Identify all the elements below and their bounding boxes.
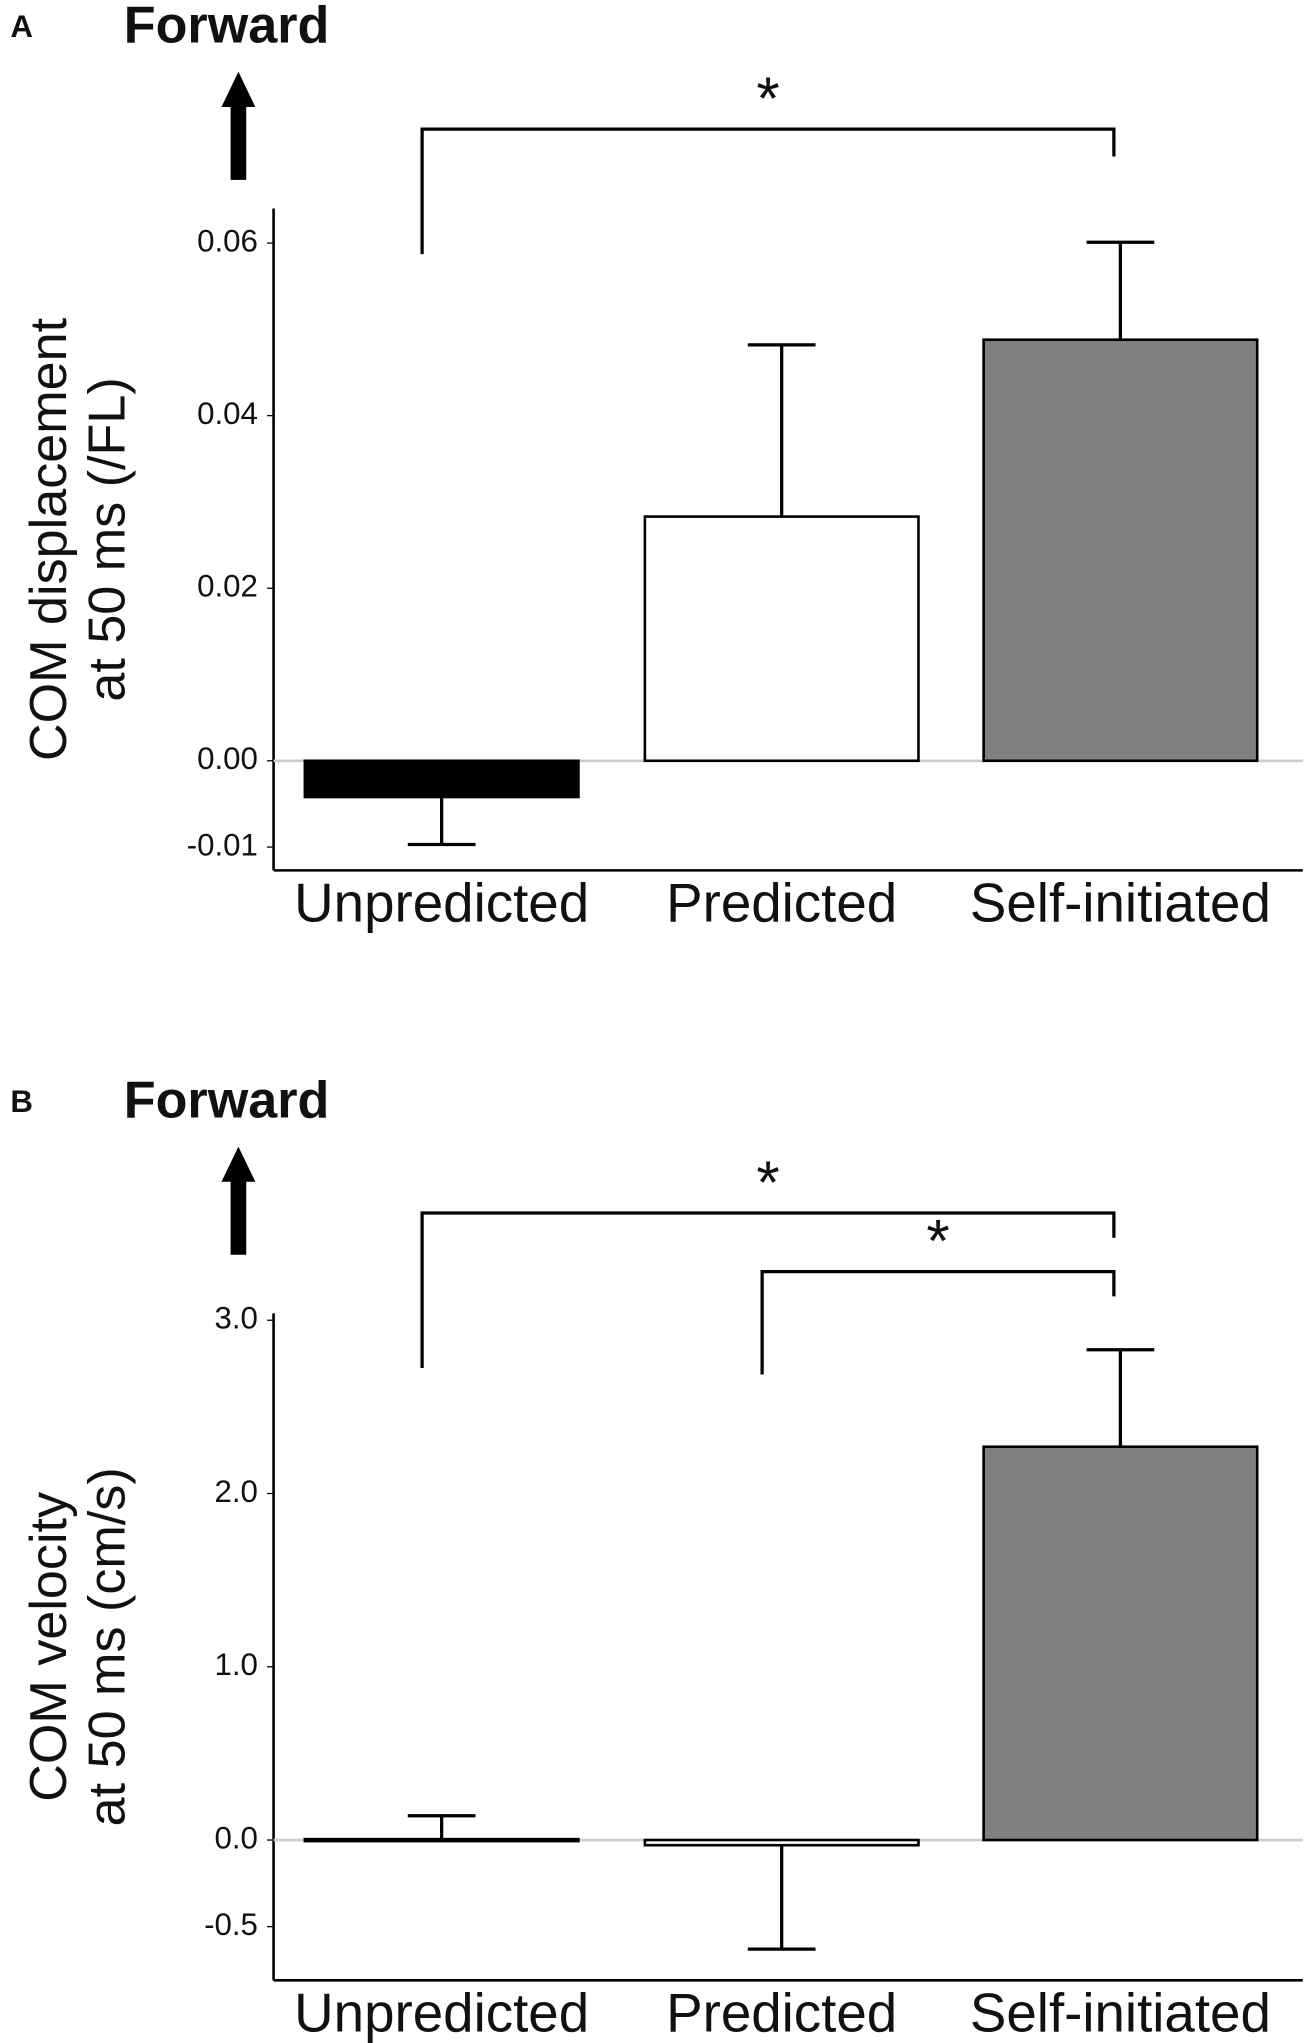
- x-tick-label: Self-initiated: [970, 871, 1271, 933]
- y-tick-label: -0.5: [204, 1907, 258, 1942]
- y-axis-label: COM displacement: [20, 317, 78, 761]
- significance-label: *: [926, 1207, 949, 1274]
- panel-label: B: [10, 1084, 33, 1119]
- significance-bracket: [420, 1211, 1116, 1369]
- y-tick-label: 0.06: [197, 223, 258, 258]
- x-tick-label: Predicted: [666, 1981, 897, 2043]
- y-tick-label: 0.04: [197, 396, 258, 431]
- bar: [303, 759, 580, 799]
- bar: [643, 515, 920, 763]
- bar: [982, 338, 1259, 763]
- x-tick-label: Unpredicted: [294, 871, 589, 933]
- significance-bracket: [420, 127, 1116, 255]
- significance-bracket: [760, 1270, 1116, 1375]
- y-tick-label: 0.0: [214, 1820, 257, 1855]
- y-tick-label: 1.0: [214, 1647, 257, 1682]
- y-tick-label: 0.02: [197, 568, 258, 603]
- x-tick-label: Self-initiated: [970, 1981, 1271, 2043]
- y-axis-label: at 50 ms (cm/s): [79, 1467, 137, 1826]
- direction-label: Forward: [124, 1071, 330, 1129]
- direction-arrow-head: [221, 71, 256, 107]
- y-tick-label: 3.0: [214, 1301, 257, 1336]
- direction-label: Forward: [124, 0, 330, 55]
- y-tick-label: -0.01: [187, 827, 258, 862]
- bar: [982, 1445, 1259, 1842]
- x-tick-label: Unpredicted: [294, 1981, 589, 2043]
- y-axis-label: at 50 ms (/FL): [79, 377, 137, 701]
- bar: [643, 1838, 920, 1847]
- significance-label: *: [756, 1149, 779, 1216]
- panel-label: A: [10, 9, 33, 44]
- significance-label: *: [756, 65, 779, 132]
- x-tick-label: Predicted: [666, 871, 897, 933]
- bar: [303, 1837, 580, 1843]
- direction-arrow-head: [221, 1146, 256, 1182]
- y-axis-label: COM velocity: [20, 1492, 78, 1802]
- y-tick-label: 0.00: [197, 741, 258, 776]
- y-tick-label: 2.0: [214, 1474, 257, 1509]
